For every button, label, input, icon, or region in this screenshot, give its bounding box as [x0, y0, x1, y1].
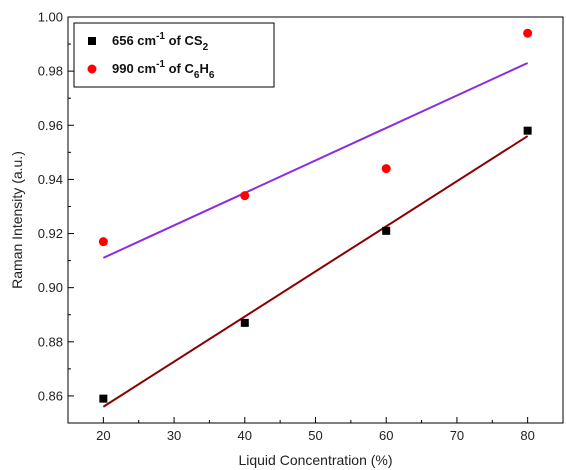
legend: 656 cm-1 of CS2 990 cm-1 of C6H6: [73, 22, 275, 88]
x-tick-label: 30: [167, 428, 181, 443]
y-tick-label: 0.94: [38, 172, 63, 187]
y-tick-label: 0.86: [38, 388, 63, 403]
x-tick-label: 80: [520, 428, 534, 443]
legend-marker-series-2: [87, 64, 97, 74]
fit-line-series-1: [102, 135, 529, 408]
y-tick-label: 0.96: [38, 118, 63, 133]
legend-label-series-2: 990 cm-1 of C6H6: [112, 59, 215, 81]
y-axis-ticks: 0.86 0.88 0.90 0.92 0.94 0.96 0.98 1.00: [38, 10, 74, 403]
y-tick-label: 0.88: [38, 334, 63, 349]
data-points: [98, 28, 533, 403]
data-point-series-2: [381, 164, 391, 174]
data-point-series-1: [240, 318, 249, 327]
data-point-series-1: [523, 126, 532, 135]
y-tick-label: 0.90: [38, 280, 63, 295]
x-tick-label: 40: [238, 428, 252, 443]
data-point-series-2: [98, 237, 108, 247]
legend-box: [73, 22, 275, 88]
legend-marker-series-1: [88, 37, 96, 45]
x-tick-label: 60: [379, 428, 393, 443]
x-tick-label: 70: [450, 428, 464, 443]
y-tick-label: 1.00: [38, 10, 63, 25]
data-point-series-2: [240, 191, 250, 201]
legend-label-series-1: 656 cm-1 of CS2: [112, 31, 209, 53]
y-tick-label: 0.98: [38, 64, 63, 79]
x-tick-label: 20: [96, 428, 110, 443]
x-axis-title: Liquid Concentration (%): [238, 452, 392, 468]
y-axis-title: Raman Intensity (a.u.): [9, 151, 25, 289]
x-axis-ticks: 20 30 40 50 60 70 80: [67, 417, 535, 443]
data-point-series-1: [99, 394, 108, 403]
y-tick-label: 0.92: [38, 226, 63, 241]
fit-lines: [102, 62, 529, 408]
data-point-series-2: [523, 28, 533, 38]
x-tick-label: 50: [308, 428, 322, 443]
fit-line-series-2: [102, 62, 529, 259]
data-point-series-1: [382, 226, 391, 235]
